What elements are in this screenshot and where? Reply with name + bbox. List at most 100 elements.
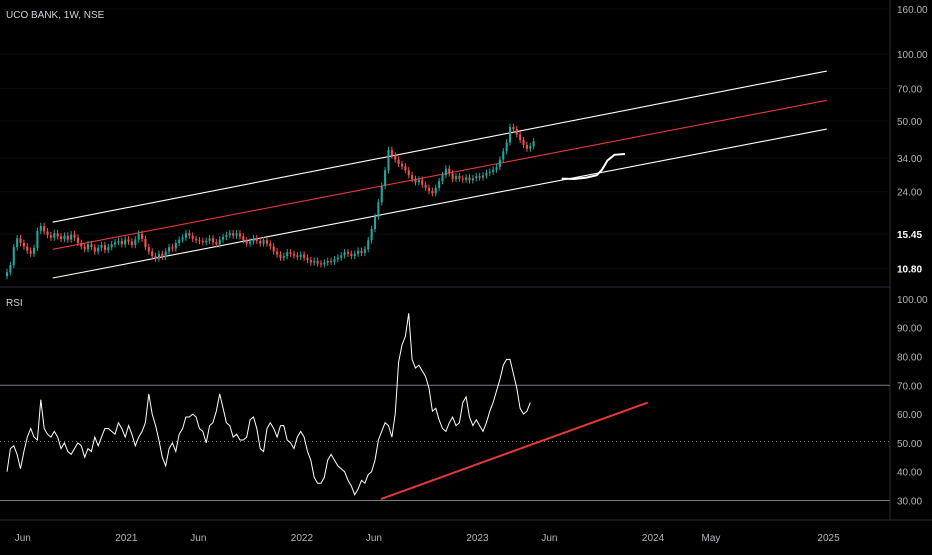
rsi-chart-title: RSI: [6, 298, 23, 309]
candle-body: [407, 170, 410, 176]
candle-body: [97, 247, 100, 252]
candle-body: [357, 250, 360, 254]
candle-body: [198, 240, 201, 242]
candle-body: [195, 238, 198, 241]
rsi-axis: 100.00 90.00 80.00 70.00 60.00 50.00 40.00 30.0…: [897, 295, 928, 508]
candle-body: [326, 260, 329, 263]
rsi-tick-label: 80.00: [897, 352, 922, 363]
candlesticks: [5, 123, 535, 280]
candle-body: [370, 228, 373, 241]
candle-body: [505, 142, 508, 152]
candle-body: [211, 238, 214, 243]
time-tick-label: Jun: [190, 533, 206, 544]
candle-body: [174, 242, 177, 249]
candle-body: [265, 240, 269, 244]
candle-body: [414, 178, 417, 183]
candle-body: [427, 187, 431, 191]
time-tick-label: 2025: [817, 533, 840, 544]
candle-body: [286, 252, 289, 257]
candle-body: [316, 260, 319, 264]
candle-body: [90, 244, 93, 248]
candle-body: [238, 233, 241, 237]
candle-body: [454, 176, 458, 179]
candle-body: [346, 252, 350, 254]
candle-body: [9, 265, 12, 273]
price-tick-label: 100.00: [897, 50, 928, 61]
candle-body: [269, 243, 272, 247]
candle-body: [411, 175, 414, 179]
candle-body: [421, 179, 424, 185]
candle-body: [340, 255, 343, 258]
candle-body: [502, 151, 505, 160]
candle-body: [417, 179, 420, 183]
candle-body: [296, 255, 299, 257]
price-axis: 160.00 100.00 70.00 50.00 34.00 24.00 15.45 10.…: [897, 5, 928, 276]
candle-body: [424, 184, 427, 188]
candle-body: [46, 231, 49, 236]
rsi-trendline: [380, 401, 649, 500]
candle-body: [249, 241, 252, 244]
candle-body: [222, 237, 225, 240]
candle-body: [43, 226, 46, 232]
candle-body: [100, 245, 103, 248]
candle-body: [306, 257, 309, 261]
candle-body: [478, 176, 481, 178]
candle-body: [103, 245, 106, 251]
candle-body: [70, 234, 73, 240]
candle-body: [76, 237, 79, 243]
channel-middle-line: [52, 99, 827, 250]
price-tick-label: 70.00: [897, 85, 922, 96]
candle-body: [259, 240, 262, 244]
time-tick-label: Jun: [15, 533, 31, 544]
candle-body: [512, 126, 515, 130]
candle-body: [171, 247, 174, 249]
candle-body: [168, 247, 171, 252]
candle-body: [384, 170, 387, 186]
candle-body: [441, 175, 444, 182]
time-tick-label: Jun: [541, 533, 557, 544]
candle-body: [468, 177, 471, 181]
rsi-tick-label: 60.00: [897, 410, 922, 421]
price-tick-label: 160.00: [897, 5, 928, 16]
candle-body: [488, 171, 491, 173]
candle-body: [218, 239, 221, 245]
candle-body: [39, 226, 42, 231]
candle-body: [377, 202, 380, 217]
time-tick-label: Jun: [366, 533, 382, 544]
candle-body: [225, 235, 228, 238]
candle-body: [228, 233, 231, 236]
time-tick-label: 2021: [115, 533, 138, 544]
candle-body: [492, 169, 495, 172]
candle-body: [49, 235, 52, 238]
candle-body: [154, 256, 157, 259]
candle-body: [5, 272, 9, 277]
candle-body: [508, 126, 512, 143]
candle-body: [144, 238, 147, 248]
candle-body: [137, 233, 140, 240]
candle-body: [242, 236, 245, 241]
candle-body: [309, 260, 312, 263]
candle-body: [330, 260, 333, 262]
candle-body: [471, 178, 474, 181]
price-tick-label: 24.00: [897, 188, 922, 199]
candle-body: [282, 256, 285, 258]
time-tick-label: 2022: [291, 533, 314, 544]
candle-body: [130, 241, 133, 246]
candle-body: [110, 244, 113, 248]
candle-body: [232, 233, 235, 236]
candle-body: [373, 216, 377, 229]
rsi-line-group: [6, 313, 649, 500]
price-tick-label: 34.00: [897, 154, 922, 165]
rsi-tick-label: 40.00: [897, 468, 922, 479]
candle-body: [299, 254, 302, 257]
candle-body: [255, 238, 258, 241]
candle-body: [29, 250, 32, 254]
candle-body: [448, 168, 451, 174]
moving-average-line: [561, 153, 625, 181]
candle-body: [444, 168, 447, 176]
candle-body: [127, 239, 130, 242]
